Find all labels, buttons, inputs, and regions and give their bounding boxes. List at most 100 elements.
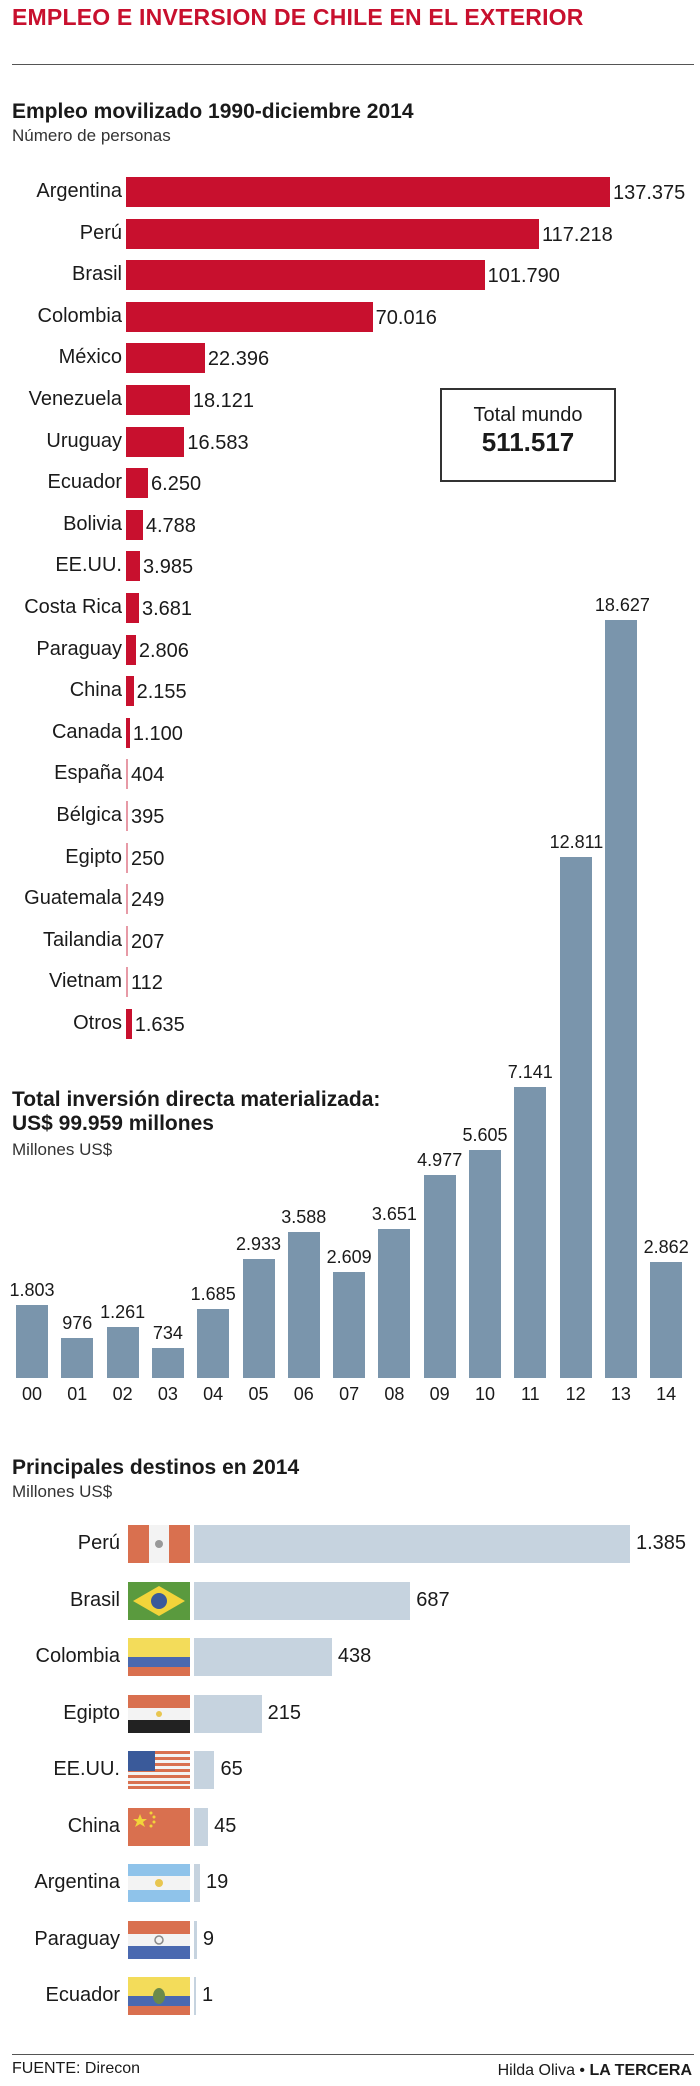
destination-country-label: Argentina	[34, 1871, 120, 1894]
investment-value-label: 18.627	[595, 595, 647, 616]
investment-year-tick: 01	[55, 1384, 99, 1405]
employment-bar	[126, 801, 128, 831]
employment-bar	[126, 385, 190, 415]
ecuador-flag-icon	[128, 1977, 190, 2015]
footer-brand: LA TERCERA	[589, 2062, 692, 2079]
investment-bar	[333, 1272, 365, 1378]
destination-value-label: 65	[220, 1758, 242, 1781]
investment-bar	[469, 1150, 501, 1378]
employment-bar	[126, 884, 128, 914]
investment-value-label: 734	[142, 1323, 194, 1344]
investment-bar	[288, 1232, 320, 1378]
footer-divider	[12, 2054, 694, 2055]
investment-bar	[197, 1309, 229, 1378]
investment-value-label: 1.261	[97, 1302, 149, 1323]
investment-year-tick: 10	[463, 1384, 507, 1405]
destination-bar	[194, 1808, 208, 1846]
employment-bar	[126, 468, 148, 498]
investment-bar	[152, 1348, 184, 1378]
destination-value-label: 438	[338, 1645, 371, 1668]
destination-bar	[194, 1638, 332, 1676]
employment-bar	[126, 219, 539, 249]
investment-year-tick: 07	[327, 1384, 371, 1405]
employment-value-label: 112	[131, 972, 163, 995]
employment-country-label: Bélgica	[56, 804, 122, 827]
employment-value-label: 395	[131, 806, 164, 829]
destination-bar	[194, 1864, 200, 1902]
china-flag-icon	[128, 1808, 190, 1846]
employment-value-label: 117.218	[542, 224, 613, 247]
destination-country-label: Paraguay	[34, 1928, 120, 1951]
investment-bar	[378, 1229, 410, 1378]
investment-title-line2: US$ 99.959 millones	[12, 1112, 214, 1136]
investment-year-tick: 00	[10, 1384, 54, 1405]
destination-country-label: EE.UU.	[53, 1758, 120, 1781]
destination-country-label: Perú	[78, 1532, 120, 1555]
employment-value-label: 22.396	[208, 348, 269, 371]
investment-bar	[424, 1175, 456, 1378]
employment-country-label: Perú	[80, 222, 122, 245]
destinations-subtitle: Millones US$	[12, 1482, 112, 1502]
investment-value-label: 1.803	[6, 1280, 58, 1301]
investment-value-label: 976	[51, 1313, 103, 1334]
employment-bar	[126, 302, 373, 332]
employment-country-label: Ecuador	[48, 471, 123, 494]
destination-bar	[194, 1751, 214, 1789]
destination-bar	[194, 1525, 630, 1563]
employment-country-label: México	[59, 346, 122, 369]
destination-value-label: 19	[206, 1871, 228, 1894]
employment-value-label: 1.100	[133, 723, 183, 746]
employment-bar	[126, 718, 130, 748]
employment-bar	[126, 967, 128, 997]
employment-bar	[126, 427, 184, 457]
investment-year-tick: 04	[191, 1384, 235, 1405]
destinations-title: Principales destinos en 2014	[12, 1456, 299, 1480]
investment-year-tick: 09	[418, 1384, 462, 1405]
investment-value-label: 7.141	[504, 1062, 556, 1083]
employment-country-label: Egipto	[65, 846, 122, 869]
employment-country-label: Canada	[52, 721, 122, 744]
employment-bar	[126, 177, 610, 207]
footer-separator: •	[579, 2062, 585, 2079]
investment-bar	[560, 857, 592, 1378]
paraguay-flag-icon	[128, 1921, 190, 1959]
argentina-flag-icon	[128, 1864, 190, 1902]
employment-country-label: España	[54, 762, 122, 785]
employment-country-label: Uruguay	[46, 430, 122, 453]
employment-bar	[126, 926, 128, 956]
employment-country-label: Costa Rica	[24, 596, 122, 619]
destination-value-label: 1	[202, 1984, 213, 2007]
employment-value-label: 16.583	[187, 432, 248, 455]
employment-country-label: Tailandia	[43, 929, 122, 952]
employment-value-label: 4.788	[146, 515, 196, 538]
investment-subtitle: Millones US$	[12, 1140, 112, 1160]
employment-bar	[126, 510, 143, 540]
employment-value-label: 70.016	[376, 307, 437, 330]
employment-bar	[126, 551, 140, 581]
destination-bar	[194, 1582, 410, 1620]
investment-bar	[514, 1087, 546, 1378]
investment-bar	[61, 1338, 93, 1378]
employment-value-label: 2.155	[137, 681, 187, 704]
destination-value-label: 45	[214, 1815, 236, 1838]
investment-year-tick: 14	[644, 1384, 688, 1405]
total-world-value: 511.517	[442, 427, 614, 458]
investment-value-label: 2.933	[233, 1234, 285, 1255]
peru-flag-icon	[128, 1525, 190, 1563]
employment-value-label: 2.806	[139, 640, 189, 663]
total-world-label: Total mundo	[442, 404, 614, 427]
employment-country-label: Argentina	[36, 180, 122, 203]
employment-bar	[126, 260, 485, 290]
destination-bar	[194, 1921, 197, 1959]
investment-value-label: 5.605	[459, 1125, 511, 1146]
employment-country-label: Venezuela	[29, 388, 122, 411]
destination-value-label: 9	[203, 1928, 214, 1951]
brazil-flag-icon	[128, 1582, 190, 1620]
employment-value-label: 250	[131, 848, 164, 871]
employment-bar	[126, 1009, 132, 1039]
investment-value-label: 12.811	[550, 832, 602, 853]
destination-value-label: 215	[268, 1702, 301, 1725]
investment-value-label: 4.977	[414, 1150, 466, 1171]
employment-country-label: China	[70, 679, 122, 702]
investment-year-tick: 03	[146, 1384, 190, 1405]
